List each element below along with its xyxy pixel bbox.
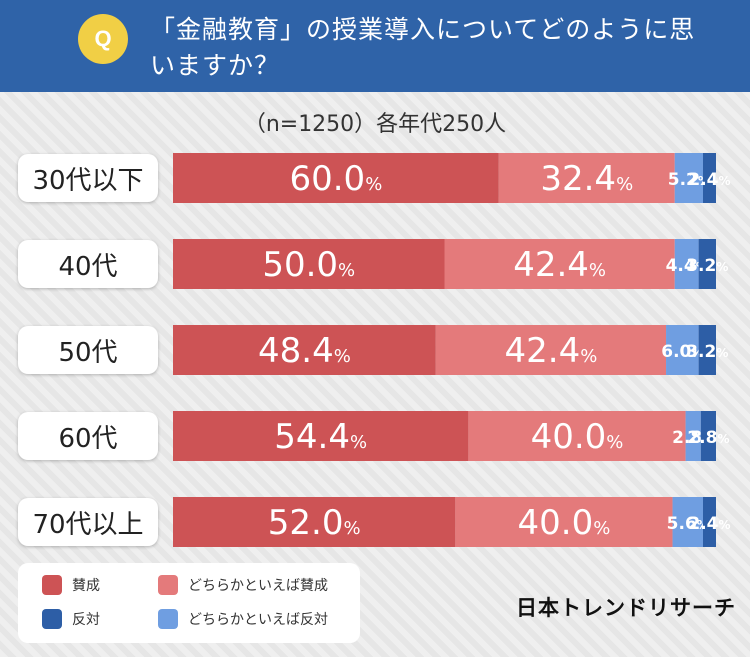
bar-30s-under-somewhat-agree [498, 153, 675, 203]
value-label-40s-somewhat-agree: 42.4% [513, 245, 606, 285]
question-title: 「金融教育」の授業導入についてどのように思いますか？ [150, 15, 696, 80]
bar-50s-somewhat-agree [435, 325, 667, 375]
value-label-40s-disagree: 3.2% [686, 256, 728, 276]
bar-70s-over-disagree [702, 497, 716, 547]
bar-70s-over-somewhat-disagree [672, 497, 703, 547]
category-label-40s: 40代 [18, 240, 158, 288]
value-label-40s-agree: 50.0% [262, 245, 355, 285]
value-label-30s-under-somewhat-agree: 32.4% [540, 159, 633, 199]
value-label-70s-over-somewhat-agree: 40.0% [518, 503, 611, 543]
legend: 賛成 どちらかといえば賛成 反対 どちらかといえば反対 [18, 563, 360, 643]
bar-40s-somewhat-disagree [674, 239, 699, 289]
bar-30s-under-disagree [702, 153, 716, 203]
bar-50s-agree [173, 325, 436, 375]
value-label-30s-under-agree: 60.0% [289, 159, 382, 199]
bar-30s-under-agree [173, 153, 499, 203]
legend-item-disagree: 反対 [42, 609, 100, 629]
legend-label-disagree: 反対 [72, 612, 100, 628]
legend-swatch-somewhat-agree [158, 575, 178, 595]
value-label-60s-disagree: 2.8% [687, 428, 729, 448]
value-label-50s-disagree: 3.2% [686, 342, 728, 362]
bar-60s-somewhat-agree [468, 411, 686, 461]
legend-swatch-disagree [42, 609, 62, 629]
bar-70s-over-somewhat-agree [455, 497, 673, 547]
legend-label-somewhat-disagree: どちらかといえば反対 [188, 612, 328, 628]
bar-40s-agree [173, 239, 445, 289]
category-label-50s: 50代 [18, 326, 158, 374]
bar-50s-somewhat-disagree [666, 325, 699, 375]
value-label-60s-somewhat-agree: 40.0% [531, 417, 624, 457]
bar-40s-disagree [698, 239, 716, 289]
category-label-30s-under: 30代以下 [18, 154, 158, 202]
bar-50s-disagree [698, 325, 716, 375]
header-bar: Q 「金融教育」の授業導入についてどのように思いますか？ [0, 0, 750, 92]
value-label-70s-over-agree: 52.0% [268, 503, 361, 543]
value-label-70s-over-disagree: 2.4% [688, 514, 730, 534]
brand-logo: 日本トレンドリサーチ [516, 596, 736, 620]
legend-item-agree: 賛成 [42, 575, 100, 595]
legend-label-somewhat-agree: どちらかといえば賛成 [188, 578, 328, 594]
chart-subtitle: （n=1250）各年代250人 [243, 112, 507, 137]
legend-label-agree: 賛成 [72, 578, 100, 594]
value-label-60s-agree: 54.4% [274, 417, 367, 457]
category-label-60s: 60代 [18, 412, 158, 460]
bar-70s-over-agree [173, 497, 456, 547]
bar-60s-somewhat-disagree [685, 411, 701, 461]
q-badge: Q [78, 14, 128, 64]
value-label-50s-agree: 48.4% [258, 331, 351, 371]
bar-40s-somewhat-agree [444, 239, 675, 289]
bar-60s-agree [173, 411, 469, 461]
value-label-50s-somewhat-agree: 42.4% [505, 331, 598, 371]
value-label-30s-under-disagree: 2.4% [688, 170, 730, 190]
legend-item-somewhat-disagree: どちらかといえば反対 [158, 609, 328, 629]
bar-30s-under-somewhat-disagree [674, 153, 703, 203]
legend-swatch-agree [42, 575, 62, 595]
bar-60s-disagree [700, 411, 716, 461]
category-label-70s-over: 70代以上 [18, 498, 158, 546]
legend-item-somewhat-agree: どちらかといえば賛成 [158, 575, 328, 595]
legend-swatch-somewhat-disagree [158, 609, 178, 629]
